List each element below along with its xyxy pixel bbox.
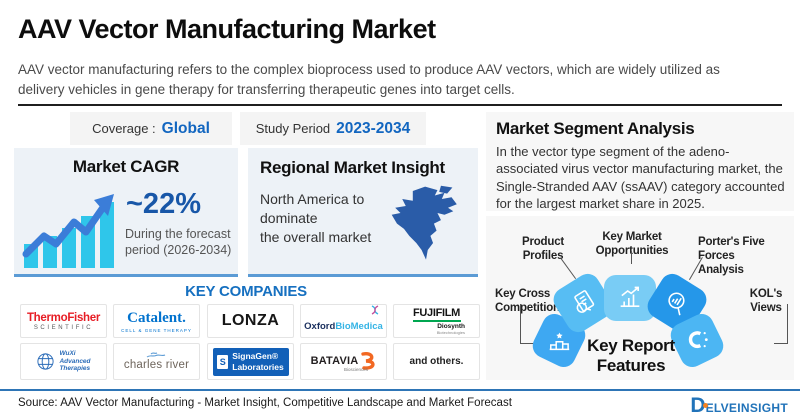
waves-icon <box>147 352 166 358</box>
logo-thermo-fisher: ThermoFisher SCIENTIFIC <box>20 304 107 338</box>
lonza-wordmark: LONZA <box>221 312 280 329</box>
north-america-map-icon <box>391 185 457 260</box>
wuxi-line2: Advanced <box>59 357 91 365</box>
fujifilm-wordmark: FUJIFILM <box>412 306 461 319</box>
logo-batavia: BATAVIA Biosciences <box>300 343 387 380</box>
arch-segment-key-cross <box>528 309 590 372</box>
arch-segment-key-market-opportunities <box>604 275 656 321</box>
regional-insight-card: Regional Market Insight North America to… <box>248 148 478 277</box>
connector-kols <box>774 304 788 344</box>
logo-oxford-biomedica: OxfordBioMedica <box>300 304 387 338</box>
charles-river-wordmark: charles river <box>123 359 190 371</box>
thermo-fisher-wordmark: ThermoFisher <box>26 311 101 324</box>
cagr-caption: During the forecast period (2026-2034) <box>125 227 232 258</box>
wuxi-line1: WuXi <box>59 350 76 358</box>
coverage-label: Coverage : <box>92 121 156 136</box>
fujifilm-green-bar <box>412 319 461 323</box>
connector-key-cross <box>520 304 534 344</box>
logo-catalent: Catalent. CELL & GENE THERAPY <box>113 304 200 338</box>
regional-card-title: Regional Market Insight <box>260 158 445 177</box>
market-segment-panel: Market Segment Analysis In the vector ty… <box>486 112 794 211</box>
feature-label-key-market-opportunities: Key Market Opportunities <box>595 231 669 257</box>
key-companies-title: KEY COMPANIES <box>185 283 307 300</box>
and-others-text: and others. <box>409 356 464 367</box>
segment-panel-title: Market Segment Analysis <box>496 119 695 138</box>
delveinsight-wordmark: ELVEINSIGHT <box>705 401 788 415</box>
podium-icon <box>549 332 569 350</box>
globe-icon <box>37 353 55 370</box>
connector-key-market <box>631 251 632 264</box>
catalent-subtext: CELL & GENE THERAPY <box>121 327 192 333</box>
signagen-wordmark: SignaGen® <box>232 351 279 362</box>
bar-chart-arrow-icon <box>22 194 114 268</box>
coverage-value: Global <box>161 119 210 137</box>
delveinsight-initial: D <box>690 394 706 417</box>
page-title: AAV Vector Manufacturing Market <box>18 14 436 44</box>
batavia-wordmark: BATAVIA <box>310 355 359 367</box>
oxford-wordmark: Oxford <box>304 321 336 332</box>
delveinsight-logo: D ELVEINSIGHT <box>690 394 788 418</box>
arch-segment-porters-five-forces <box>643 269 711 337</box>
regional-card-text: North America to dominate the overall ma… <box>260 191 372 245</box>
cagr-value: ~22% <box>126 188 201 220</box>
biotechnologies-subtext: Biotechnologies <box>436 330 465 336</box>
batavia-swoosh-icon <box>361 351 375 370</box>
delveinsight-orange-dot <box>702 403 708 408</box>
arch-segment-product-profiles <box>549 269 617 337</box>
feature-label-product-profiles: Product Profiles <box>521 236 565 262</box>
thermo-fisher-subtext: SCIENTIFIC <box>33 324 94 331</box>
growth-chart-icon <box>620 286 640 307</box>
coverage-chip: Coverage : Global <box>70 112 232 145</box>
study-period-label: Study Period <box>255 121 331 136</box>
feature-label-key-cross-competition: Key Cross Competition <box>495 288 560 314</box>
logo-and-others: and others. <box>393 343 480 380</box>
arch-segment-kols-views <box>666 309 728 372</box>
document-magnifier-icon <box>573 289 594 313</box>
catalent-wordmark: Catalent. <box>127 309 186 326</box>
features-center-title: Key Report Features <box>587 336 675 375</box>
signagen-subtext: Laboratories <box>232 361 284 372</box>
feature-label-kols-views: KOL's Views <box>749 288 783 314</box>
biomedica-wordmark: BioMedica <box>335 321 383 332</box>
header-divider <box>18 104 782 106</box>
page-description: AAV vector manufacturing refers to the c… <box>18 62 720 98</box>
cagr-card-title: Market CAGR <box>72 157 180 176</box>
batavia-subtext: Biosciences <box>343 367 368 372</box>
logo-wuxi-advanced-therapies: WuXi Advanced Therapies <box>20 343 107 380</box>
magnifier-chart-icon <box>668 291 685 315</box>
key-report-features-panel: Key Cross Competition Product Profiles K… <box>486 216 794 380</box>
study-period-chip: Study Period 2023-2034 <box>240 112 426 145</box>
market-cagr-card: Market CAGR ~22% During the forecast per… <box>14 148 238 277</box>
logo-signagen: S SignaGen® Laboratories <box>207 343 294 380</box>
logo-charles-river: charles river <box>113 343 200 380</box>
magnet-icon <box>689 331 709 348</box>
dna-icon <box>371 305 379 315</box>
feature-label-porters-five-forces: Porter's Five Forces Analysis <box>698 236 765 276</box>
logo-lonza: LONZA <box>207 304 294 338</box>
wuxi-line3: Therapies <box>59 365 91 373</box>
signagen-icon: S <box>217 354 229 369</box>
source-text: Source: AAV Vector Manufacturing - Marke… <box>18 397 512 409</box>
footer-divider <box>0 389 800 391</box>
segment-panel-body: In the vector type segment of the adeno-… <box>496 144 785 211</box>
diosynth-subtext: Diosynth <box>437 323 465 331</box>
study-period-value: 2023-2034 <box>336 119 411 137</box>
logo-fujifilm-diosynth: FUJIFILM Diosynth Biotechnologies <box>393 304 480 338</box>
